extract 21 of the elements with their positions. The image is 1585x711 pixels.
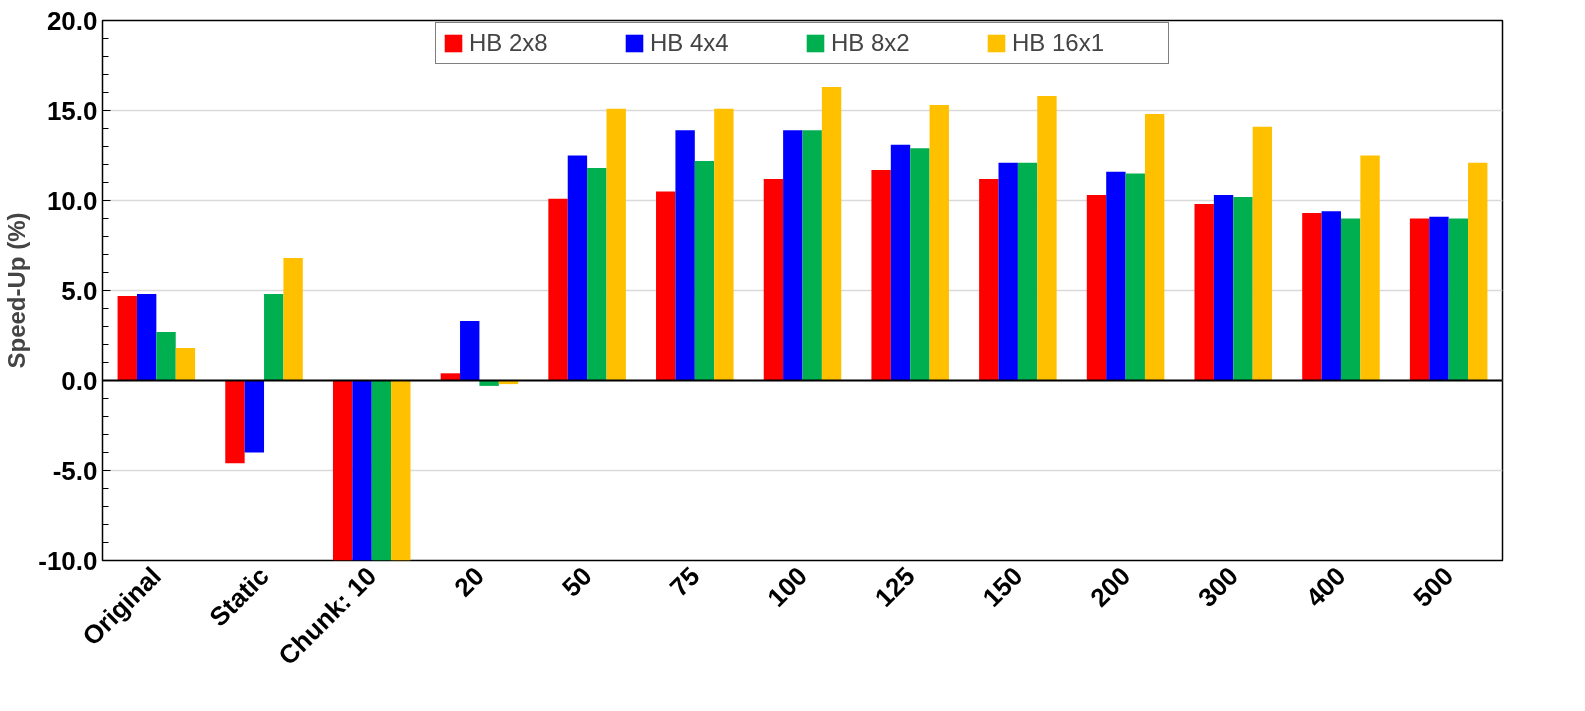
x-tick-label: 20: [448, 560, 491, 603]
legend-label: HB 16x1: [1012, 29, 1106, 57]
x-tick-label: 200: [1084, 560, 1137, 613]
x-tick-label: 75: [663, 560, 706, 603]
legend-label: HB 8x2: [831, 29, 911, 57]
y-tick-label: 0.0: [61, 365, 98, 396]
y-tick-label: 20.0: [46, 5, 98, 36]
y-tick-label: -5.0: [52, 455, 98, 486]
y-tick-label: 10.0: [46, 185, 98, 216]
y-tick-label: 5.0: [61, 275, 98, 306]
y-axis-title: Speed-Up (%): [3, 212, 31, 369]
x-tick-label: 50: [556, 560, 598, 603]
x-tick-label: 150: [976, 560, 1029, 613]
legend-label: HB 2x8: [469, 29, 549, 57]
y-tick-label: 15.0: [46, 95, 98, 126]
x-tick-label: 400: [1299, 560, 1352, 613]
x-tick-label: 100: [761, 560, 814, 613]
x-tick-label: 500: [1407, 560, 1460, 613]
x-tick-label: 125: [868, 560, 921, 613]
legend-label: HB 4x4: [650, 29, 730, 57]
x-tick-label: 300: [1191, 560, 1244, 613]
